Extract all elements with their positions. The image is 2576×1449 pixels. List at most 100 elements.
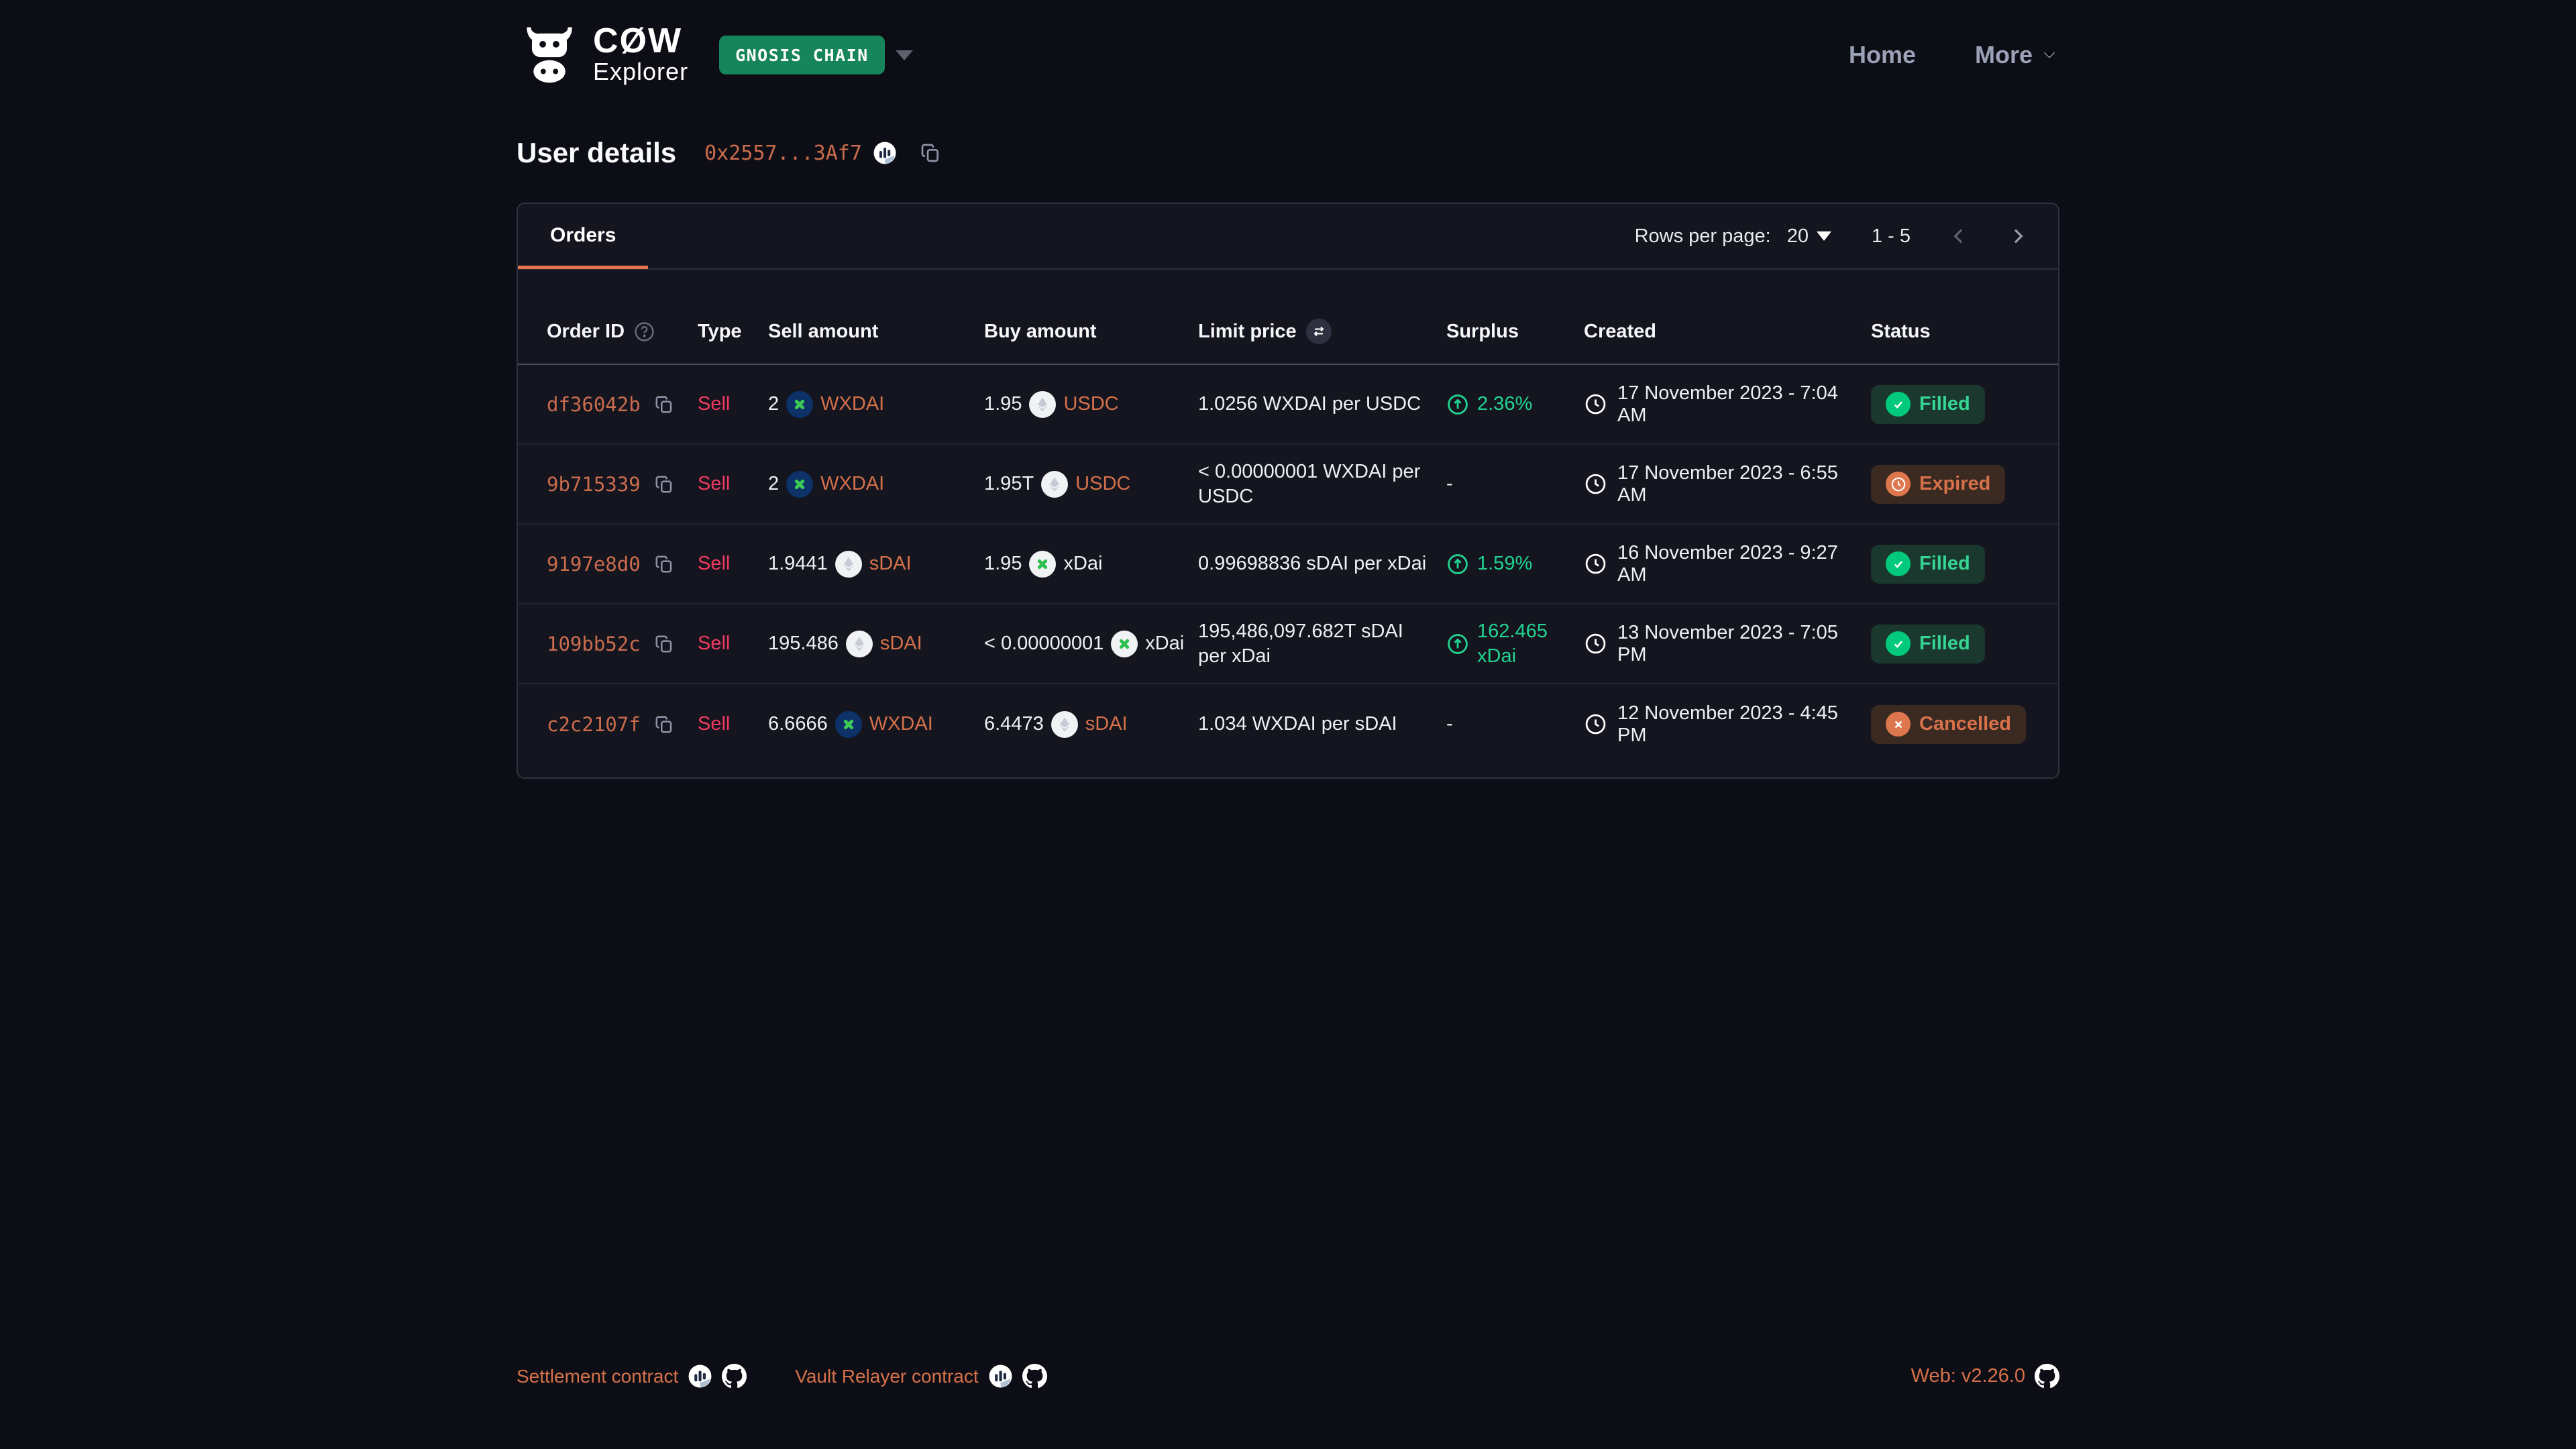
page-title: User details [517, 137, 677, 168]
buy-amount-value: 1.95T [984, 473, 1034, 494]
buy-token-symbol[interactable]: sDAI [1085, 713, 1128, 735]
status-cell: Filled [1871, 624, 2029, 663]
status-cell: Cancelled [1871, 704, 2029, 744]
rows-per-page-select[interactable]: 20 [1787, 225, 1831, 248]
chevron-right-icon [2007, 225, 2029, 247]
order-type: Sell [698, 553, 731, 574]
settlement-contract-link[interactable]: Settlement contract [517, 1365, 679, 1387]
col-buy-amount: Buy amount [984, 320, 1097, 342]
network-badge[interactable]: GNOSIS CHAIN [719, 36, 885, 74]
col-limit-price-label: Limit price [1198, 320, 1297, 342]
arrow-up-circle-icon [1446, 553, 1469, 576]
web-version-link[interactable]: Web: v2.26.0 [1911, 1365, 2025, 1387]
buy-amount-cell: 1.95 xDai [984, 550, 1198, 578]
sell-token-symbol[interactable]: WXDAI [820, 393, 885, 415]
invert-price-button[interactable] [1305, 319, 1332, 344]
order-type: Sell [698, 633, 731, 654]
surplus-text: 2.36% [1477, 393, 1533, 415]
next-page-button[interactable] [2007, 225, 2029, 247]
buy-amount-cell: < 0.00000001 xDai [984, 630, 1198, 657]
prev-page-button[interactable] [1948, 225, 1970, 247]
surplus-cell: 1.59% 1.59% [1446, 551, 1584, 576]
github-icon[interactable] [722, 1364, 747, 1389]
address-text[interactable]: 0x2557...3Af7 [704, 141, 862, 165]
logo-subtitle: Explorer [593, 58, 689, 85]
status-label: Cancelled [1919, 713, 2011, 735]
surplus-cell: - - [1446, 713, 1584, 735]
copy-address-button[interactable] [920, 142, 941, 164]
gnosis-x-icon [1034, 556, 1051, 572]
block-explorer-icon[interactable] [688, 1364, 712, 1389]
table-row: df36042b Sell 2 WXDAI 1.95 USDC 1.0256 W… [518, 365, 2058, 445]
copy-order-id-icon[interactable] [654, 474, 674, 494]
order-id-link[interactable]: 9b715339 [547, 472, 641, 496]
buy-amount-cell: 6.4473 sDAI [984, 710, 1198, 738]
sell-amount-value: 1.9441 [768, 553, 828, 574]
eth-diamond-icon [1056, 716, 1073, 733]
table-row: 109bb52c Sell 195.486 sDAI < 0.00000001 … [518, 604, 2058, 684]
buy-amount-cell: 1.95T USDC [984, 470, 1198, 498]
status-label: Filled [1919, 553, 1970, 574]
copy-order-id-icon[interactable] [654, 554, 674, 574]
chevron-down-icon [2039, 45, 2059, 65]
order-id-cell: 109bb52c [547, 633, 698, 655]
check-icon [1890, 396, 1907, 413]
copy-order-id-icon[interactable] [654, 634, 674, 654]
user-address: 0x2557...3Af7 [704, 141, 941, 165]
buy-token-symbol[interactable]: USDC [1075, 473, 1131, 494]
help-icon[interactable] [634, 321, 655, 342]
page-title-row: User details 0x2557...3Af7 [517, 137, 2059, 169]
cow-explorer-logo[interactable]: CØW Explorer [517, 23, 689, 86]
sell-token-symbol[interactable]: sDAI [869, 553, 912, 574]
page-range: 1 - 5 [1871, 225, 1911, 247]
orders-table-body: df36042b Sell 2 WXDAI 1.95 USDC 1.0256 W… [518, 365, 2058, 777]
buy-token-symbol[interactable]: xDai [1063, 553, 1103, 574]
buy-token-icon [1111, 630, 1138, 657]
order-id-link[interactable]: 9197e8d0 [547, 552, 641, 576]
sell-token-symbol[interactable]: WXDAI [869, 713, 933, 735]
copy-order-id-icon[interactable] [654, 394, 674, 415]
created-cell: 17 November 2023 - 7:04 AM [1584, 382, 1871, 427]
order-id-link[interactable]: c2c2107f [547, 712, 641, 736]
sell-amount-cell: 2 WXDAI [768, 470, 984, 498]
network-selector[interactable]: GNOSIS CHAIN [719, 36, 913, 74]
sell-token-symbol[interactable]: WXDAI [820, 473, 885, 494]
github-icon[interactable] [1022, 1364, 1047, 1389]
buy-amount-value: 1.95 [984, 393, 1022, 415]
sell-amount-cell: 6.6666 WXDAI [768, 710, 984, 738]
table-row: 9b715339 Sell 2 WXDAI 1.95T USDC < 0.000… [518, 445, 2058, 525]
orders-panel: Orders Rows per page: 20 1 - 5 Order ID … [517, 203, 2059, 779]
copy-icon[interactable] [920, 142, 941, 164]
top-header: CØW Explorer GNOSIS CHAIN Home More [517, 0, 2059, 87]
buy-token-symbol[interactable]: USDC [1063, 393, 1119, 415]
created-date: 12 November 2023 - 4:45 PM [1617, 702, 1838, 746]
status-label: Filled [1919, 393, 1970, 415]
block-explorer-icon[interactable] [873, 141, 897, 165]
check-icon [1890, 556, 1907, 572]
order-id-link[interactable]: 109bb52c [547, 632, 641, 655]
copy-order-id-icon[interactable] [654, 714, 674, 735]
tab-orders[interactable]: Orders [518, 205, 649, 269]
clock-icon [1584, 392, 1607, 416]
col-limit-price: Limit price [1198, 319, 1446, 344]
nav-more-link[interactable]: More [1975, 41, 2059, 69]
block-explorer-icon[interactable] [988, 1364, 1013, 1389]
order-id-link[interactable]: df36042b [547, 392, 641, 416]
buy-token-symbol[interactable]: xDai [1145, 633, 1185, 654]
status-icon [1886, 712, 1911, 737]
network-caret-icon[interactable] [895, 50, 913, 60]
rows-per-page-caret-icon [1816, 231, 1831, 241]
created-date: 17 November 2023 - 7:04 AM [1617, 382, 1838, 426]
github-icon[interactable] [2035, 1364, 2059, 1389]
sell-token-icon [835, 710, 862, 738]
eth-diamond-icon [1034, 396, 1051, 413]
limit-price-cell: < 0.00000001 WXDAI per USDC [1198, 460, 1421, 507]
status-icon [1886, 392, 1911, 417]
order-id-cell: 9197e8d0 [547, 553, 698, 576]
vault-relayer-contract-link[interactable]: Vault Relayer contract [795, 1365, 979, 1387]
nav-home-link[interactable]: Home [1848, 41, 1916, 68]
sell-amount-value: 2 [768, 473, 780, 494]
sell-token-symbol[interactable]: sDAI [879, 633, 922, 654]
status-label: Filled [1919, 633, 1970, 654]
created-cell: 12 November 2023 - 4:45 PM [1584, 702, 1871, 747]
